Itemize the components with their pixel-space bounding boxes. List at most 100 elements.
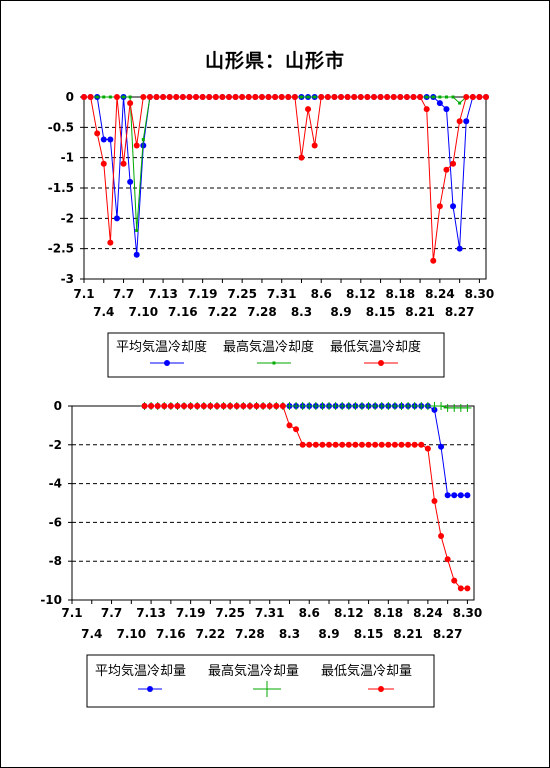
- data-point: [87, 94, 94, 100]
- data-point: [299, 441, 306, 448]
- data-point: [298, 154, 305, 161]
- y-tick-label: -2: [49, 438, 62, 452]
- legend-marker: [164, 360, 170, 366]
- data-point: [352, 441, 359, 448]
- x-tick-label: 7.4: [81, 627, 102, 641]
- data-point: [167, 403, 174, 409]
- data-point: [437, 402, 446, 410]
- data-point: [463, 403, 472, 412]
- data-point: [324, 94, 331, 100]
- data-point: [135, 228, 139, 232]
- x-tick-label: 8.30: [453, 606, 483, 620]
- data-point: [141, 137, 145, 141]
- data-point: [370, 94, 377, 100]
- data-point: [351, 94, 358, 100]
- data-point: [438, 95, 442, 99]
- data-point: [423, 106, 430, 113]
- data-point: [391, 441, 398, 448]
- data-point: [113, 215, 120, 222]
- data-point: [436, 203, 443, 210]
- data-point: [166, 94, 173, 100]
- data-point: [212, 94, 219, 100]
- data-point: [194, 403, 201, 409]
- data-point: [141, 403, 148, 409]
- data-point: [127, 100, 134, 107]
- x-tick-label: 7.1: [61, 606, 82, 620]
- data-point: [436, 100, 443, 107]
- data-point: [451, 95, 455, 99]
- x-tick-label: 8.15: [354, 627, 384, 641]
- data-point: [81, 94, 87, 100]
- data-point: [306, 95, 310, 99]
- legend-label: 最低気温冷却量: [321, 663, 412, 679]
- legend-marker: [272, 361, 276, 365]
- data-point: [457, 585, 464, 592]
- data-point: [253, 403, 260, 409]
- y-tick-label: -8: [49, 554, 62, 568]
- data-point: [102, 95, 106, 99]
- data-point: [443, 166, 450, 173]
- data-point: [390, 94, 397, 100]
- data-point: [464, 585, 471, 592]
- data-point: [232, 94, 239, 100]
- data-point: [405, 441, 412, 448]
- data-point: [444, 492, 451, 499]
- data-point: [108, 95, 112, 99]
- data-point: [331, 94, 338, 100]
- data-point: [469, 94, 476, 100]
- data-point: [456, 245, 463, 252]
- x-tick-label: 8.18: [386, 287, 416, 301]
- data-point: [451, 492, 458, 499]
- y-tick-label: -10: [40, 593, 62, 607]
- data-point: [128, 95, 132, 99]
- data-point: [457, 492, 464, 499]
- x-tick-label: 7.13: [148, 287, 178, 301]
- x-tick-label: 8.9: [330, 305, 351, 319]
- data-point: [417, 94, 424, 100]
- data-point: [450, 160, 457, 167]
- y-tick-label: -2: [61, 211, 74, 225]
- legend-marker: [378, 360, 384, 366]
- data-point: [306, 441, 313, 448]
- legend: 平均気温冷却量 最高気温冷却量 最低気温冷却量: [86, 654, 435, 708]
- x-tick-label: 8.24: [413, 606, 443, 620]
- data-point: [95, 95, 99, 99]
- data-point: [411, 441, 418, 448]
- x-tick-label: 7.19: [176, 606, 206, 620]
- x-tick-label: 7.10: [117, 627, 147, 641]
- legend-box: [86, 654, 435, 708]
- x-tick-label: 7.1: [73, 287, 94, 301]
- data-point: [299, 95, 303, 99]
- data-point: [418, 441, 425, 448]
- x-tick-label: 7.16: [168, 305, 198, 319]
- x-tick-label: 7.4: [93, 305, 114, 319]
- x-tick-label: 7.25: [227, 287, 257, 301]
- plot-area: [71, 405, 475, 601]
- x-tick-label: 8.12: [346, 287, 376, 301]
- data-point: [225, 94, 232, 100]
- data-point: [120, 160, 127, 167]
- y-tick-label: 0: [54, 399, 62, 413]
- data-point: [403, 94, 410, 100]
- data-point: [344, 94, 351, 100]
- series-3: [81, 94, 489, 264]
- data-point: [140, 94, 147, 100]
- series-line: [84, 96, 486, 231]
- data-point: [246, 403, 253, 409]
- data-point: [410, 94, 417, 100]
- data-point: [193, 94, 200, 100]
- data-point: [378, 441, 385, 448]
- chart-2: 0 -2 -4 -6 -8 -107.1 7.7 7.13 7.19 7.25 7.31 8.6 8.1…: [40, 399, 483, 708]
- data-point: [291, 94, 298, 100]
- data-point: [273, 403, 280, 409]
- data-point: [384, 94, 391, 100]
- data-point: [293, 426, 300, 433]
- data-point: [186, 94, 193, 100]
- legend-label: 最低気温冷却度: [330, 339, 421, 355]
- data-point: [319, 441, 326, 448]
- data-point: [160, 94, 167, 100]
- data-point: [364, 94, 371, 100]
- data-point: [239, 94, 246, 100]
- data-point: [265, 94, 272, 100]
